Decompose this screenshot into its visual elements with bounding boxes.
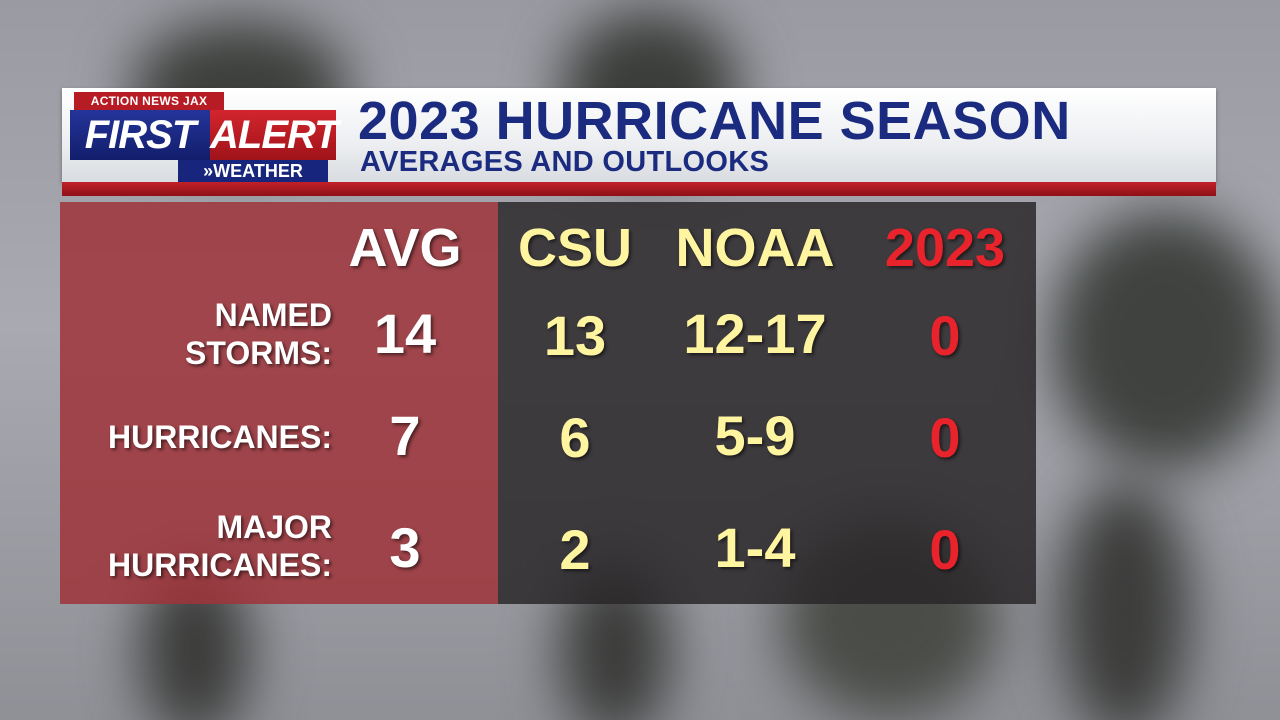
- row-label-line: HURRICANES:: [108, 547, 332, 583]
- hurricanes-avg: 7: [389, 404, 421, 467]
- logo-station-name: ACTION NEWS JAX: [74, 92, 224, 110]
- row-label-line: HURRICANES:: [108, 419, 332, 455]
- major-hurricanes-csu: 2: [559, 518, 591, 581]
- first-alert-weather-logo: ACTION NEWS JAX FIRST ALERT »WEATHER: [70, 92, 339, 184]
- row-label-line: STORMS:: [185, 335, 332, 371]
- row-label-hurricanes: HURRICANES:: [108, 418, 332, 456]
- column-header-2023: 2023: [884, 218, 1006, 278]
- column-header-csu: CSU: [517, 218, 632, 278]
- row-label-line: MAJOR: [216, 509, 332, 545]
- named-storms-noaa: 12-17: [683, 302, 827, 365]
- named-storms-csu: 13: [543, 304, 607, 367]
- row-label-line: NAMED: [214, 297, 332, 333]
- major-hurricanes-2023: 0: [929, 518, 961, 581]
- logo-weather-text: »WEATHER: [178, 160, 328, 182]
- column-header-noaa: NOAA: [675, 218, 835, 278]
- row-label-named-storms: NAMED STORMS:: [185, 296, 332, 372]
- logo-first-text: FIRST: [70, 110, 210, 160]
- major-hurricanes-avg: 3: [389, 516, 421, 579]
- header-banner: ACTION NEWS JAX FIRST ALERT »WEATHER 202…: [62, 88, 1216, 200]
- banner-red-stripe: [62, 182, 1216, 196]
- named-storms-avg: 14: [373, 302, 437, 365]
- row-label-major-hurricanes: MAJOR HURRICANES:: [108, 508, 332, 584]
- forecast-panel: [498, 202, 1036, 604]
- hurricanes-csu: 6: [559, 406, 591, 469]
- named-storms-2023: 0: [929, 304, 961, 367]
- avg-panel: [60, 202, 498, 604]
- page-title: 2023 HURRICANE SEASON: [358, 91, 1071, 151]
- logo-alert-text: ALERT: [210, 110, 339, 160]
- column-header-avg: AVG: [348, 218, 462, 278]
- logo-wordmark: FIRST ALERT: [70, 110, 339, 160]
- hurricanes-noaa: 5-9: [714, 404, 796, 467]
- palm-silhouette: [1050, 210, 1280, 470]
- page-subtitle: AVERAGES AND OUTLOOKS: [360, 146, 770, 178]
- palm-trunk: [1060, 480, 1190, 720]
- hurricanes-2023: 0: [929, 406, 961, 469]
- major-hurricanes-noaa: 1-4: [714, 516, 796, 579]
